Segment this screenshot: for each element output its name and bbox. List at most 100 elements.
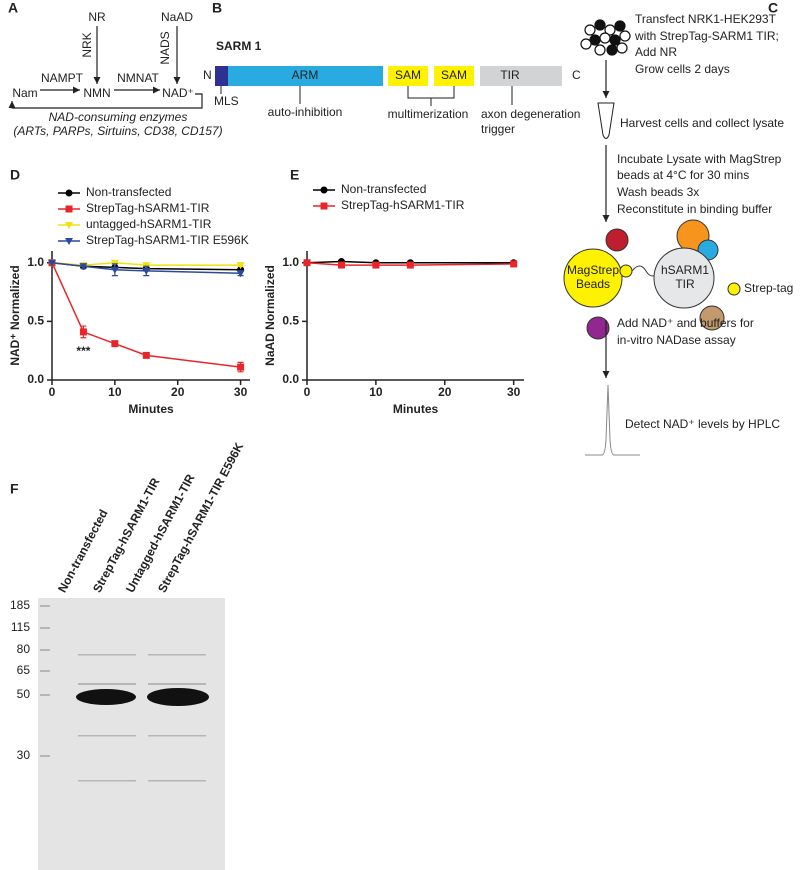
domain-label: ARM [292, 68, 319, 82]
domain-label: SAM [441, 68, 467, 82]
node: NR [88, 10, 106, 24]
marker-label: 185 [10, 598, 30, 612]
domain-note: axon degeneration [481, 107, 580, 121]
panel-label: A [8, 0, 18, 16]
node: Nam [12, 86, 37, 100]
x-axis-label: Minutes [393, 402, 439, 416]
domain-note: MLS [214, 94, 239, 108]
gel-band [147, 688, 209, 706]
point [142, 267, 151, 275]
enzyme: NAMPT [41, 71, 84, 85]
legend-label: StrepTag-hSARM1-TIR [341, 198, 465, 212]
terminus: N [203, 68, 212, 82]
panel-b: B SARM 1 N ARM SAM SAM TIR C MLS auto-in… [203, 0, 581, 136]
point [142, 262, 151, 270]
point [406, 261, 414, 269]
gel-band [76, 689, 136, 705]
protein-icon [586, 316, 610, 340]
panel-a: A NR NaAD NRK NADS NAMPT NMNAT Nam NMN N… [8, 0, 223, 138]
legend-label: Non-transfected [341, 182, 426, 196]
legend-marker [65, 189, 73, 197]
bracket [407, 86, 455, 99]
tube-icon [597, 102, 615, 139]
bead-label: MagStrep [567, 263, 619, 277]
point [237, 363, 245, 371]
terminus: C [572, 68, 581, 82]
y-tick-label: 1.0 [27, 255, 44, 269]
step-text: beads at 4°C for 30 mins [617, 168, 749, 182]
marker-label: 30 [17, 748, 31, 762]
enzyme: NMNAT [117, 71, 159, 85]
point [79, 328, 87, 336]
domain [434, 66, 474, 86]
x-tick-label: 0 [304, 385, 311, 399]
y-tick-label: 1.0 [282, 255, 299, 269]
point [337, 261, 345, 269]
step-text: Add NR [635, 45, 677, 59]
point [111, 340, 119, 348]
legend-label: Non-transfected [86, 185, 171, 199]
gel [38, 598, 225, 870]
y-tick-label: 0.5 [282, 314, 299, 328]
legend-label: StrepTag-hSARM1-TIR E596K [86, 233, 249, 247]
panel-label: E [290, 167, 299, 183]
gel-bands [40, 605, 206, 782]
node: NaAD [161, 10, 193, 24]
domain-note: trigger [481, 122, 515, 136]
point [142, 351, 150, 359]
point [79, 263, 88, 271]
point [372, 261, 380, 269]
legend-marker [65, 205, 73, 213]
domain-label: SAM [395, 68, 421, 82]
y-tick-label: 0.0 [282, 372, 299, 386]
enzyme: NADS [158, 31, 172, 64]
point [236, 262, 245, 270]
panel-label: C [768, 0, 778, 16]
step-text: with StrepTag-SARM1 TIR; [634, 29, 779, 43]
protein-label: hSARM1 [661, 263, 709, 277]
panel-label: D [10, 167, 20, 183]
node: NAD⁺ [162, 86, 194, 100]
protein-icon [653, 247, 715, 309]
step-text: Incubate Lysate with MagStrep [617, 152, 782, 166]
domain-note: multimerization [388, 107, 469, 121]
legend-marker [65, 238, 73, 245]
x-tick-label: 30 [507, 385, 521, 399]
point [110, 266, 119, 274]
x-tick-label: 0 [49, 385, 56, 399]
marker-label: 80 [17, 642, 31, 656]
step-text: Add NAD⁺ and buffers for [617, 316, 754, 330]
step-text: Wash beads 3x [617, 185, 699, 199]
step-text: Grow cells 2 days [635, 62, 730, 76]
y-tick-label: 0.0 [27, 372, 44, 386]
chromatogram [585, 384, 640, 456]
point [236, 270, 245, 278]
point [48, 259, 56, 267]
panel-c: C Transfect NRK1-HEK293T with StrepTag-S… [563, 0, 793, 456]
marker-label: 50 [17, 687, 31, 701]
step-text: Transfect NRK1-HEK293T [635, 12, 777, 26]
tag-icon [727, 282, 741, 296]
domain [388, 66, 428, 86]
legend-label: Strep-tag [744, 281, 793, 295]
domain-label: TIR [500, 68, 520, 82]
domain [228, 66, 383, 86]
legend-marker [320, 202, 328, 210]
x-tick-label: 20 [438, 385, 452, 399]
domain-note: auto-inhibition [268, 105, 343, 119]
x-tick-label: 30 [234, 385, 248, 399]
node: NMN [83, 86, 110, 100]
point [510, 260, 518, 268]
tag-icon [619, 264, 633, 278]
panel-label: F [10, 481, 19, 497]
step-text: Harvest cells and collect lysate [620, 116, 784, 130]
step-text: in-vitro NADase assay [617, 333, 736, 347]
bead-icon [563, 248, 623, 308]
x-tick-label: 10 [108, 385, 122, 399]
legend-label: untagged-hSARM1-TIR [86, 217, 212, 231]
legend-marker [320, 186, 328, 194]
x-tick-label: 20 [171, 385, 185, 399]
note: (ARTs, PARPs, Sirtuins, CD38, CD157) [13, 124, 222, 138]
domain [480, 66, 562, 86]
